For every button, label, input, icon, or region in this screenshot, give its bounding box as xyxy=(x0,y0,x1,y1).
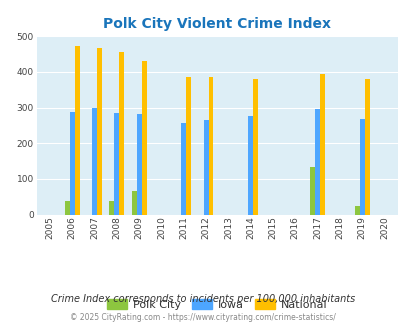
Bar xyxy=(359,119,364,214)
Bar xyxy=(186,77,191,215)
Bar xyxy=(109,201,114,214)
Bar xyxy=(203,120,208,214)
Bar xyxy=(92,108,97,214)
Legend: Polk City, Iowa, National: Polk City, Iowa, National xyxy=(103,295,330,314)
Bar xyxy=(354,206,359,214)
Bar xyxy=(141,60,146,214)
Bar xyxy=(114,113,119,214)
Bar xyxy=(252,80,258,214)
Bar xyxy=(309,167,314,214)
Bar xyxy=(119,51,124,214)
Bar xyxy=(247,116,252,214)
Title: Polk City Violent Crime Index: Polk City Violent Crime Index xyxy=(103,17,330,31)
Text: © 2025 CityRating.com - https://www.cityrating.com/crime-statistics/: © 2025 CityRating.com - https://www.city… xyxy=(70,313,335,322)
Bar xyxy=(314,109,319,214)
Bar xyxy=(136,115,141,214)
Bar xyxy=(319,74,324,214)
Bar xyxy=(75,46,79,214)
Bar xyxy=(181,123,186,214)
Bar xyxy=(97,48,102,214)
Bar xyxy=(132,191,136,214)
Bar xyxy=(65,201,70,214)
Text: Crime Index corresponds to incidents per 100,000 inhabitants: Crime Index corresponds to incidents per… xyxy=(51,294,354,304)
Bar xyxy=(208,77,213,215)
Bar xyxy=(364,80,369,214)
Bar xyxy=(70,112,75,214)
